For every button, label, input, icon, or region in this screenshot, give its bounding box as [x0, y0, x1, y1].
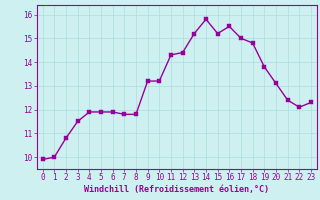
X-axis label: Windchill (Refroidissement éolien,°C): Windchill (Refroidissement éolien,°C): [84, 185, 269, 194]
